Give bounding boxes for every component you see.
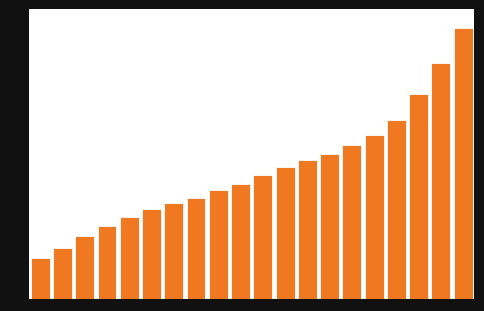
Bar (298, 160, 317, 299)
Bar (30, 258, 50, 299)
Bar (275, 166, 295, 299)
Bar (431, 63, 451, 299)
Bar (164, 203, 183, 299)
Bar (364, 135, 384, 299)
Bar (53, 248, 72, 299)
Bar (209, 190, 228, 299)
Bar (387, 120, 406, 299)
Bar (142, 209, 161, 299)
Bar (320, 154, 339, 299)
Bar (97, 226, 117, 299)
Bar (253, 175, 272, 299)
Bar (454, 28, 473, 299)
Bar (342, 145, 362, 299)
Bar (120, 217, 139, 299)
Bar (409, 94, 428, 299)
Bar (231, 184, 250, 299)
Bar (75, 236, 94, 299)
Bar (186, 198, 206, 299)
